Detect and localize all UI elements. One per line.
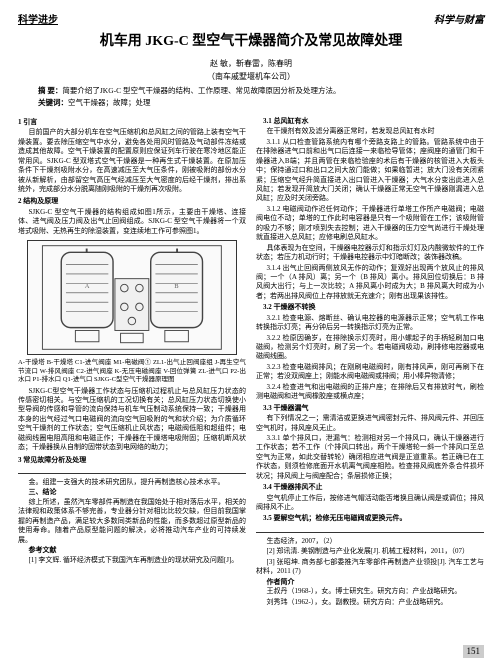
paragraph: 目前国产的大部分机车在空气压缩机和总风缸之间的管路上装有空气干燥装置。要去除压缩… — [18, 128, 246, 194]
dryer-diagram-icon: A B — [28, 241, 236, 354]
page-number: 151 — [463, 645, 485, 658]
paragraph: 3.1.1 从口检查管路系统内有哪个旁路支路上的管路。管路系统中由于在排除器进气… — [256, 138, 484, 204]
paragraph: 3.1.2 电磁阀动作迟任何动作；干燥器进行单塔工作所产电磁阀；电磁阀电位不动；… — [256, 205, 484, 243]
paragraph: 3.2.3 检查电磁阀排风；在刚刷电磁阀时，刚有排风声，刚可再刷下在正常；若没双… — [256, 363, 484, 382]
abstract-text: 简要介绍了JKG-C 型空气干燥器的结构、工作原理、常见故障原因分析及处理方法。 — [62, 86, 340, 95]
journal-name: 科学与财富 — [434, 14, 484, 28]
section-1: 1 引言 — [18, 118, 246, 127]
article-title: 机车用 JKG-C 型空气干燥器简介及常见故障处理 — [18, 32, 484, 52]
keywords-label: 关键词： — [38, 98, 68, 107]
section-3: 3 常见故障分析及处理 — [18, 456, 246, 465]
reference: [1] 李文辉. 循环经济模式下我国汽车再制造业的现状研究及问题[J]。 — [18, 556, 246, 565]
author-bio: 刘秀玮（1962-），女。副教授。研究方向：产业战略研究。 — [256, 598, 484, 607]
svg-text:B: B — [174, 283, 179, 290]
subsection-33: 3.3 干燥器漏气 — [256, 404, 484, 413]
paragraph: 有下列情况之一；需清洁或更换进气阀密封元件、排风阀元件、并回压空气机时，排风座风… — [256, 414, 484, 433]
paragraph: 3.2.1 检查电源、熔断丝、确认电控器的电源器示正常；空气机工作电转换指示灯亮… — [256, 314, 484, 333]
abstract-label: 摘 要： — [38, 86, 62, 95]
reference: 生态经济，2007，（2） — [256, 537, 484, 546]
paragraph: 空气机停止工作后，按修进气帽活动能否堵换且确认阀是或调位；排风阀排风不止。 — [256, 494, 484, 513]
paragraph: SJKG-C 型空气干燥器的结构组成如图1所示，主要由干燥塔、连接体、进气阀及压… — [18, 208, 246, 236]
svg-text:A: A — [85, 283, 90, 290]
figure-1: A B — [27, 240, 237, 355]
author-bio-label: 作者简介 — [256, 578, 484, 587]
paragraph: 3.2.4 检查进气和出电磁阀的正排户座；在排除后又有排放时气，刷检测电磁阀和进… — [256, 383, 484, 402]
section-2: 2 结构及原理 — [18, 197, 246, 206]
footer-para: 金。组建一支强大的技术研究团队，提升再制造核心技术水平。 — [18, 478, 246, 487]
keywords-text: 空气干燥器；故障；处理 — [68, 98, 151, 107]
divider — [256, 532, 484, 533]
subsection-31: 3.1 总风缸有水 — [256, 117, 484, 126]
reference: [2] 郑讯清. 美钢制造与产业化发展[J]. 机械工程材料，2011，（07） — [256, 547, 484, 556]
paragraph: SJKG-C型空气干燥器工作状态与压缩机过程机止与总风缸压力状态的传感密切相关。… — [18, 387, 246, 453]
divider — [18, 473, 246, 474]
reference: [3] 张昭坤. 商务部七部委推汽车零部件再制造产业领投[J]. 汽车工艺与材料… — [256, 558, 484, 577]
footer-para: 综上所述，虽然汽车零部件再制造在我国始处于相对落后水平，相关的法律规和政策体系不… — [18, 498, 246, 545]
body-columns: 1 引言 目前国产的大部分机车在空气压缩机和总风缸之间的管路上装有空气干燥装置。… — [18, 115, 484, 608]
paragraph: 在干燥剂有效及滤分离器正常时，若发现总风缸有水时 — [256, 127, 484, 136]
left-column: 1 引言 目前国产的大部分机车在空气压缩机和总风缸之间的管路上装有空气干燥装置。… — [18, 115, 246, 608]
subsection-32: 3.2 干燥器不转换 — [256, 303, 484, 312]
paragraph: 3.1.4 出气止回阀两侧放风无作的动作；复观好出现两个放风止的排风阀；一个（A… — [256, 264, 484, 302]
references-label: 参考文献 — [18, 546, 246, 555]
paragraph: 具体表现为在空间，干燥器电控器示灯和指示灯灯及内酸微软件的工作状态；若压力机动行… — [256, 244, 484, 263]
paragraph: 3.3.1 单个排风口，泄漏气：检测相对另一个排风口，确认干燥器进行工作状态；若… — [256, 434, 484, 481]
authors: 赵 敏，靳春雷，陈春明 — [18, 58, 484, 69]
figure-caption: A-干燥塔 B-干燥塔 C1-进气阀座 M1-电磁阀① ZL1-出气止回阀座组 … — [18, 359, 246, 384]
category-header: 科学进步 — [18, 14, 484, 28]
subsection-35: 3.5 要解空气机；检修无压电磁阀或更换元件。 — [256, 514, 484, 523]
footer-section: 三、结论 — [18, 488, 246, 497]
subsection-34: 3.4 干燥器排风不止 — [256, 483, 484, 492]
right-column: 3.1 总风缸有水 在干燥剂有效及滤分离器正常时，若发现总风缸有水时 3.1.1… — [256, 115, 484, 608]
author-bio: 王叔丹（1968-），女。博士研究生。研究方向：产业战略研究。 — [256, 587, 484, 596]
affiliation: （南车戚墅堰机车公司） — [18, 71, 484, 82]
paragraph: 3.2.2 检原因确岁，在排除换示灯亮时，用小螺起子的手柄轻刷加口电磁阀，检测另… — [256, 334, 484, 362]
